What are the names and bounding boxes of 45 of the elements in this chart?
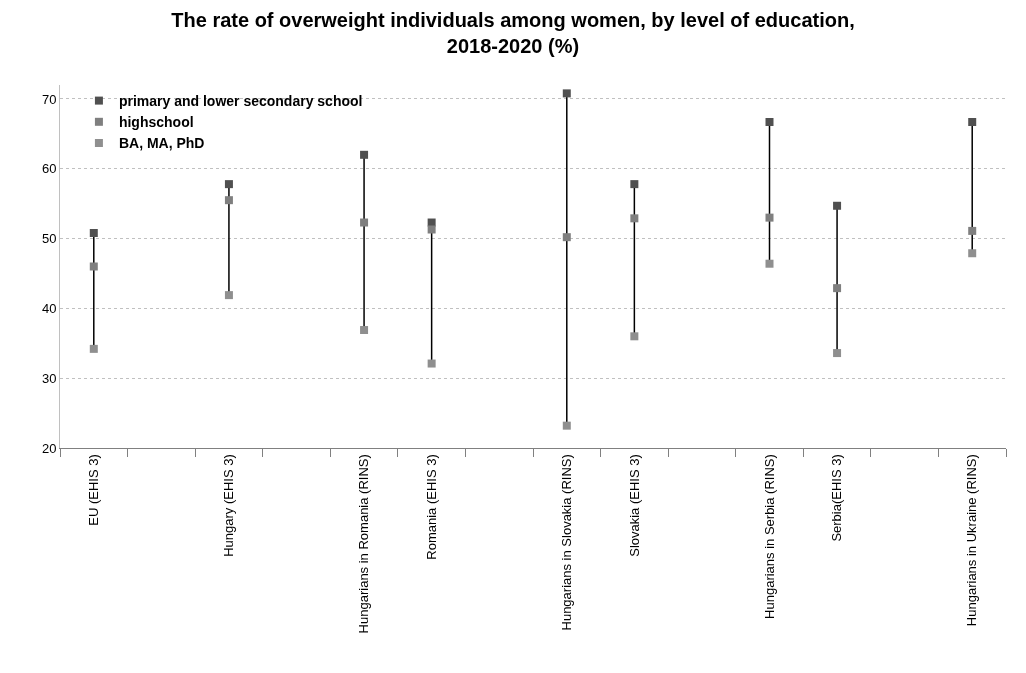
point	[89, 344, 98, 353]
point	[224, 291, 233, 300]
point	[562, 233, 571, 242]
point	[224, 180, 233, 189]
y-tick-label: 40	[41, 300, 57, 316]
point	[833, 349, 842, 358]
x-tick-label: Hungarians in Ukraine (RINS)	[964, 454, 980, 627]
x-tick-label: Hungary (EHIS 3)	[221, 454, 237, 557]
y-tick-label: 30	[41, 370, 57, 386]
point	[630, 332, 639, 341]
point	[833, 284, 842, 293]
y-tick-label: 70	[41, 91, 57, 107]
point	[562, 421, 571, 430]
x-tick-label: EU (EHIS 3)	[86, 454, 102, 526]
y-tick-label: 60	[41, 161, 57, 177]
point	[630, 214, 639, 223]
x-tick-label: Hungarians in Romania (RINS)	[356, 454, 372, 634]
chart-title: The rate of overweight individuals among women, by level of education, 2018-2020 (%)	[171, 8, 855, 57]
x-tick-label: Hungarians in Serbia (RINS)	[761, 454, 777, 619]
x-tick-label: Hungarians in Slovakia (RINS)	[559, 454, 575, 631]
legend-label: highschool	[118, 114, 194, 131]
point	[765, 118, 774, 126]
point	[630, 180, 639, 189]
point	[360, 150, 369, 159]
y-tick-label: 20	[41, 440, 57, 456]
point	[765, 259, 774, 268]
x-tick-label: Serbia(EHIS 3)	[829, 454, 845, 542]
y-tick-label: 50	[41, 231, 57, 247]
point	[360, 326, 369, 335]
point	[765, 213, 774, 222]
point	[224, 196, 233, 205]
point	[833, 201, 842, 210]
point	[968, 118, 977, 126]
x-tick-label: Romania (EHIS 3)	[423, 454, 439, 560]
point	[968, 226, 977, 235]
x-tick-label: Slovakia (EHIS 3)	[626, 454, 642, 557]
point	[968, 249, 977, 258]
point	[562, 89, 571, 98]
point	[427, 225, 436, 234]
legend-label: BA, MA, PhD	[118, 135, 205, 152]
point	[89, 228, 98, 237]
point	[89, 262, 98, 271]
legend-label: primary and lower secondary school	[118, 93, 363, 110]
point	[427, 359, 436, 368]
point	[360, 218, 369, 227]
